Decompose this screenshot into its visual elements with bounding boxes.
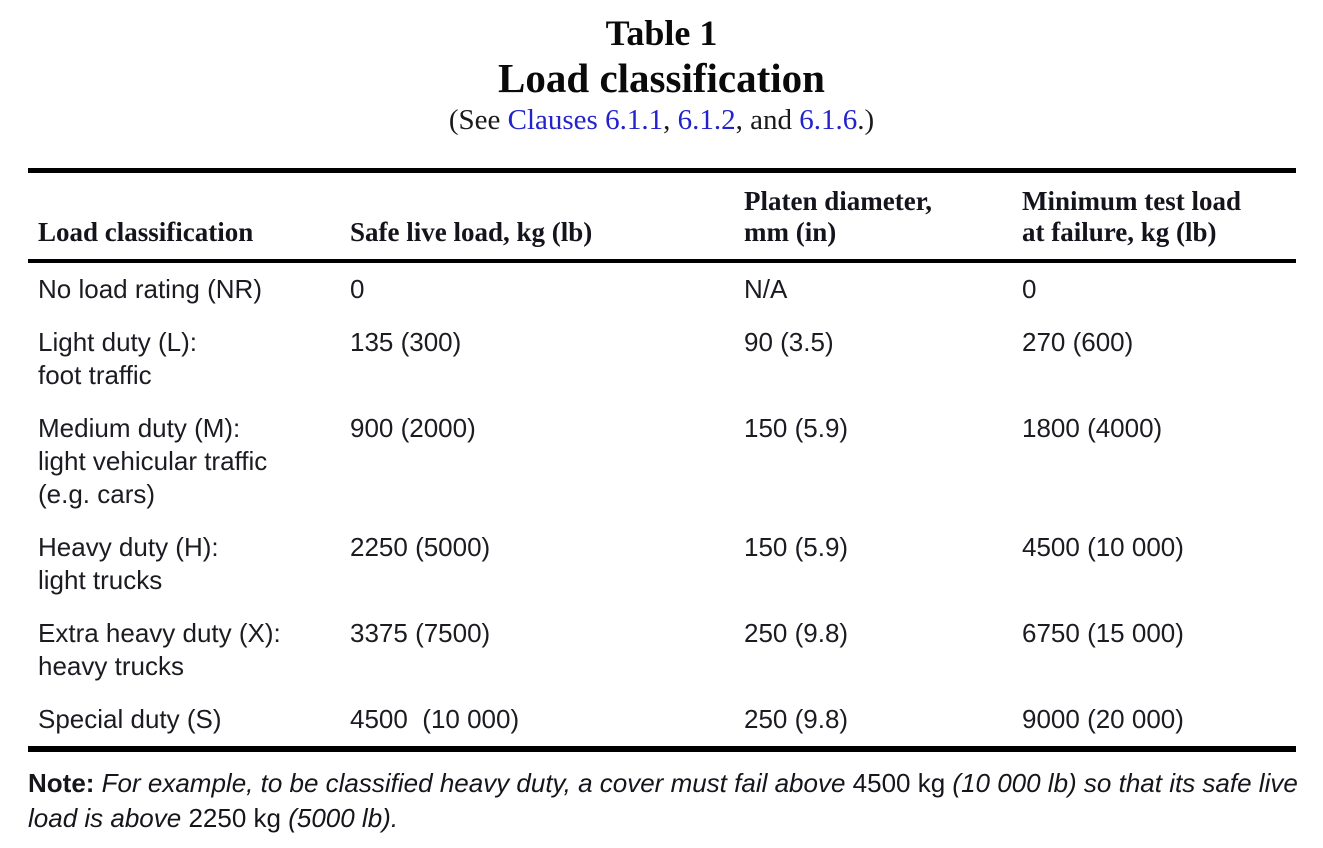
table-body: No load rating (NR) 0 N/A 0 Light duty (L): f… — [28, 261, 1296, 749]
table-note: Note: For example, to be classified heav… — [28, 766, 1302, 836]
note-segment: Note: — [28, 768, 95, 798]
column-header: Platen diameter, mm (in) — [744, 170, 1022, 263]
column-header-line: Minimum test load — [1022, 186, 1241, 216]
cell-classification: Special duty (S) — [28, 693, 350, 749]
column-header-line: Safe live load, kg (lb) — [350, 217, 593, 247]
clause-link[interactable]: 6.1.6 — [799, 104, 858, 136]
cell-platen-diameter: 90 (3.5) — [744, 327, 834, 357]
subtitle-text: (See — [448, 104, 508, 136]
classification-line: Special duty (S) — [38, 704, 222, 734]
classification-line: Medium duty (M): — [38, 413, 241, 443]
cell-safe-live-load: 4500 (10 000) — [350, 704, 520, 734]
table-row: Light duty (L): foot traffic 135 (300) 90 (… — [28, 316, 1296, 402]
note-segment: 4500 kg — [852, 768, 953, 798]
cell-min-test-load: 4500 (10 000) — [1022, 532, 1184, 562]
cell-min-test-load: 9000 (20 000) — [1022, 704, 1184, 734]
cell-classification: No load rating (NR) — [28, 261, 350, 316]
classification-line: Light duty (L): — [38, 327, 197, 357]
column-header-line: Platen diameter, — [744, 186, 932, 216]
classification-line: heavy trucks — [38, 651, 184, 681]
cell-min-test-load: 270 (600) — [1022, 327, 1134, 357]
classification-line: foot traffic — [38, 360, 152, 390]
cell-min-test-load: 6750 (15 000) — [1022, 618, 1184, 648]
cell-classification: Extra heavy duty (X): heavy trucks — [28, 607, 350, 693]
page-title: Load classification — [498, 55, 825, 101]
cell-classification: Medium duty (M): light vehicular traffic(… — [28, 402, 350, 521]
cell-min-test-load: 1800 (4000) — [1022, 413, 1163, 443]
column-header-line: at failure, kg (lb) — [1022, 217, 1217, 247]
cell-classification: Heavy duty (H): light trucks — [28, 521, 350, 607]
table-title-block: Table 1 Load classification (See Clauses… — [0, 0, 1323, 137]
cell-platen-diameter: 150 (5.9) — [744, 413, 849, 443]
classification-line: light trucks — [38, 565, 163, 595]
table-row: No load rating (NR) 0 N/A 0 — [28, 261, 1296, 316]
cell-safe-live-load: 135 (300) — [350, 327, 462, 357]
note-segment: (5000 lb). — [288, 803, 399, 833]
cell-safe-live-load: 2250 (5000) — [350, 532, 491, 562]
subtitle-text: , — [663, 104, 678, 136]
note-segment: For example, to be classified heavy duty… — [94, 768, 853, 798]
column-header: Safe live load, kg (lb) — [350, 170, 744, 263]
classification-line: Heavy duty (H): — [38, 532, 219, 562]
subtitle-text: .) — [857, 104, 875, 136]
classification-line: No load rating (NR) — [38, 274, 262, 304]
table-row: Extra heavy duty (X): heavy trucks 3375 (7… — [28, 607, 1296, 693]
cell-classification: Light duty (L): foot traffic — [28, 316, 350, 402]
table-subtitle: (See Clauses 6.1.1, 6.1.2, and 6.1.6.) — [0, 104, 1323, 137]
cell-platen-diameter: 250 (9.8) — [744, 618, 849, 648]
table-row: Heavy duty (H): light trucks 2250 (5000) 15… — [28, 521, 1296, 607]
column-header: Load classification — [28, 170, 350, 263]
note-segment: 2250 kg — [188, 803, 289, 833]
table-number: Table 1 — [605, 13, 718, 53]
cell-platen-diameter: 250 (9.8) — [744, 704, 849, 734]
header-row: Load classification Safe live load, kg (l… — [28, 170, 1296, 263]
load-classification-table: Load classification Safe live load, kg (l… — [28, 168, 1296, 752]
table-row: Special duty (S) 4500 (10 000) 250 (9.8) 90… — [28, 693, 1296, 749]
clause-link[interactable]: Clauses 6.1.1 — [507, 104, 664, 136]
classification-line: Extra heavy duty (X): — [38, 618, 281, 648]
subtitle-text: , and — [735, 104, 800, 136]
cell-platen-diameter: N/A — [744, 274, 788, 304]
classification-line: light vehicular traffic — [38, 446, 268, 476]
clause-link[interactable]: 6.1.2 — [677, 104, 736, 136]
classification-line: (e.g. cars) — [38, 479, 156, 509]
cell-safe-live-load: 900 (2000) — [350, 413, 476, 443]
table-row: Medium duty (M): light vehicular traffic(… — [28, 402, 1296, 521]
cell-safe-live-load: 0 — [350, 274, 365, 304]
cell-min-test-load: 0 — [1022, 274, 1037, 304]
column-header-line: mm (in) — [744, 217, 837, 247]
column-header: Minimum test load at failure, kg (lb) — [1022, 170, 1296, 263]
note-segment: (10 000 lb) so that its safe live load i… — [28, 768, 1298, 833]
cell-safe-live-load: 3375 (7500) — [350, 618, 491, 648]
column-header-line: Load classification — [38, 217, 254, 247]
cell-platen-diameter: 150 (5.9) — [744, 532, 849, 562]
